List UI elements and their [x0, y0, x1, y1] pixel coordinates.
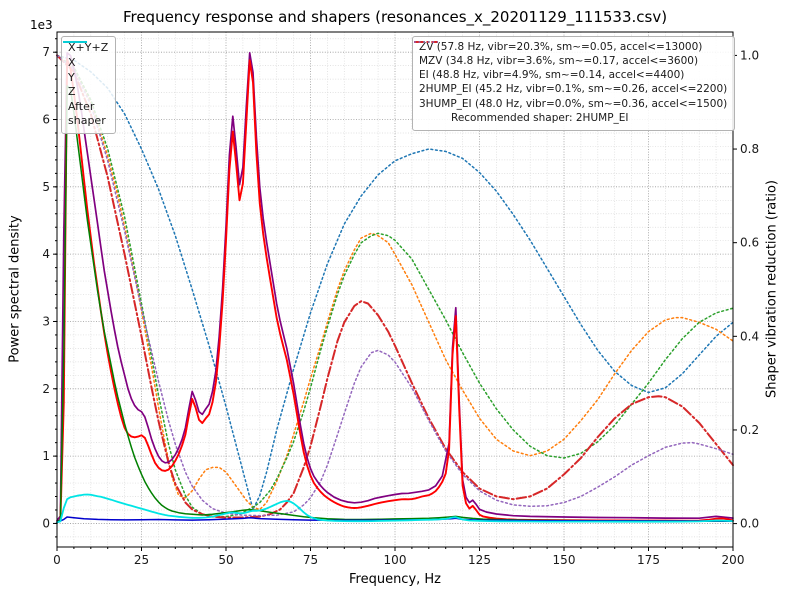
legend-line-sample — [414, 41, 438, 43]
legend-item: Y — [63, 41, 108, 85]
svg-text:0: 0 — [42, 516, 50, 530]
x-axis-label: Frequency, Hz — [348, 572, 442, 587]
series-zv — [56, 54, 734, 511]
svg-text:0.8: 0.8 — [740, 142, 759, 156]
svg-text:175: 175 — [637, 553, 660, 567]
legend-label: MZV (34.8 Hz, vibr=3.6%, sm~=0.17, accel… — [419, 55, 699, 68]
series-x — [56, 57, 734, 524]
legend-item: ZV (57.8 Hz, vibr=20.3%, sm~=0.05, accel… — [414, 41, 727, 54]
svg-text:50: 50 — [218, 553, 233, 567]
svg-text:100: 100 — [384, 553, 407, 567]
tick-labels: 0 25 50 75 100 125 150 175 200 0 1 2 3 4 5 6 7 0.0 0.2 0.4 0… — [42, 45, 759, 567]
legend-item: EI (48.8 Hz, vibr=4.9%, sm~=0.14, accel<… — [414, 41, 727, 82]
svg-text:150: 150 — [553, 553, 576, 567]
svg-text:0.4: 0.4 — [740, 329, 759, 343]
recommended-shaper-note: Recommended shaper: 2HUMP_EI — [419, 112, 727, 125]
svg-text:4: 4 — [42, 247, 50, 261]
svg-text:7: 7 — [42, 45, 50, 59]
legend-label: X — [68, 55, 76, 69]
svg-text:200: 200 — [722, 553, 745, 567]
svg-text:1.0: 1.0 — [740, 48, 759, 62]
left-y-axis-label: Power spectral density — [7, 215, 23, 363]
svg-text:6: 6 — [42, 113, 50, 127]
svg-text:25: 25 — [134, 553, 149, 567]
legend-label: X+Y+Z — [68, 41, 109, 54]
legend-label: ZV (57.8 Hz, vibr=20.3%, sm~=0.05, accel… — [419, 41, 703, 53]
legend-label: After shaper — [68, 100, 106, 127]
legend-item: X — [63, 41, 108, 70]
svg-text:1: 1 — [42, 449, 50, 463]
svg-text:2: 2 — [42, 382, 50, 396]
svg-text:0.0: 0.0 — [740, 517, 759, 531]
shaper-legend: ZV (57.8 Hz, vibr=20.3%, sm~=0.05, accel… — [412, 36, 736, 131]
svg-text:0.2: 0.2 — [740, 423, 759, 437]
legend-line-sample — [63, 41, 87, 43]
legend-item: MZV (34.8 Hz, vibr=3.6%, sm~=0.17, accel… — [414, 41, 727, 68]
legend-item: Z — [63, 41, 108, 99]
psd-legend: X+Y+Z X Y Z After shaper — [61, 36, 117, 134]
legend-item: 3HUMP_EI (48.0 Hz, vibr=0.0%, sm~=0.36, … — [414, 41, 728, 111]
svg-text:5: 5 — [42, 180, 50, 194]
svg-text:0.6: 0.6 — [740, 236, 759, 250]
axis-multiplier-label: 1e3 — [30, 18, 53, 32]
svg-text:75: 75 — [303, 553, 318, 567]
svg-text:0: 0 — [53, 553, 61, 567]
legend-label: Y — [68, 70, 75, 84]
svg-text:125: 125 — [468, 553, 491, 567]
series-2hump_ei — [56, 54, 734, 519]
recommended-shaper-text: Recommended shaper: 2HUMP_EI — [451, 111, 629, 124]
legend-label: 2HUMP_EI (45.2 Hz, vibr=0.1%, sm~=0.26, … — [419, 83, 728, 96]
legend-item: 2HUMP_EI (45.2 Hz, vibr=0.1%, sm~=0.26, … — [414, 41, 728, 96]
legend-label: Z — [68, 85, 76, 99]
chart-title: Frequency response and shapers (resonanc… — [122, 8, 668, 26]
legend-item: After shaper — [63, 41, 108, 128]
svg-text:3: 3 — [42, 314, 50, 328]
legend-label: 3HUMP_EI (48.0 Hz, vibr=0.0%, sm~=0.36, … — [419, 97, 728, 110]
legend-label: EI (48.8 Hz, vibr=4.9%, sm~=0.14, accel<… — [419, 69, 685, 82]
series-ei — [56, 54, 734, 518]
right-y-axis-label: Shaper vibration reduction (ratio) — [764, 180, 780, 398]
series-after-shaper — [56, 493, 734, 524]
